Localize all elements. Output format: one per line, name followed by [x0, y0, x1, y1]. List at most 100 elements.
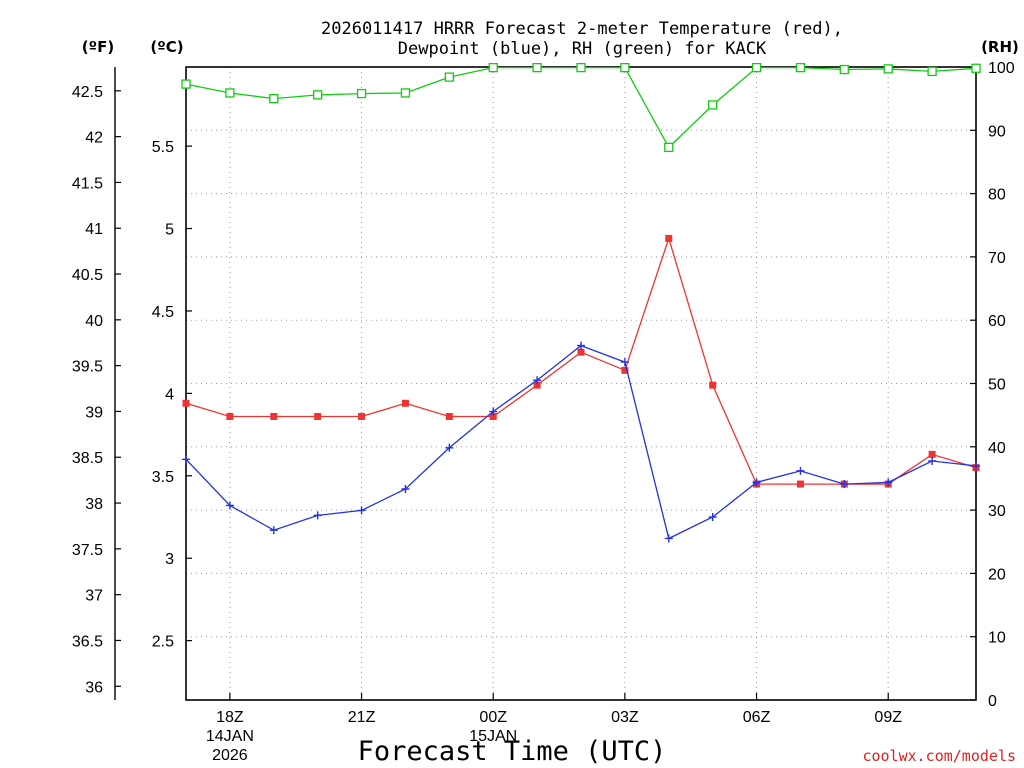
rh-point: [795, 62, 806, 73]
rh-tick-label: 40: [988, 440, 1006, 457]
chart-title-line1: 2026011417 HRRR Forecast 2-meter Tempera…: [321, 19, 843, 39]
fahrenheit-tick-label: 42.5: [72, 84, 103, 101]
rh-tick-label: 10: [988, 630, 1006, 647]
x-axis-ticks: 18Z 14JAN 2026 21Z 00Z 15JAN 03Z 06Z 09Z: [206, 709, 902, 764]
rh-point: [225, 88, 235, 98]
rh-tick-label: 70: [988, 250, 1006, 267]
x-tick-label: 14JAN: [206, 728, 254, 745]
dewpoint-point: [313, 511, 322, 520]
rh-point: [400, 88, 411, 98]
rh-tick-label: 90: [988, 123, 1006, 140]
temperature-point: [445, 412, 453, 420]
dewpoint-line: [185, 344, 977, 540]
dewpoint-point: [796, 466, 805, 475]
rh-point: [313, 90, 323, 100]
fahrenheit-tick-label: 38: [85, 496, 103, 513]
x-tick-label: 06Z: [743, 709, 771, 726]
rh-point: [620, 62, 630, 73]
celsius-tick-label: 4.5: [152, 304, 174, 321]
fahrenheit-tick-label: 39: [85, 404, 103, 421]
fahrenheit-tick-label: 38.5: [72, 450, 103, 467]
dewpoint-point: [357, 506, 366, 515]
fahrenheit-tick-label: 37: [85, 588, 103, 605]
rh-point: [751, 62, 762, 73]
rh-tick-label: 20: [988, 566, 1006, 583]
temperature-point: [314, 412, 322, 420]
rh-point: [488, 62, 498, 73]
fahrenheit-tick-label: 41: [85, 221, 103, 238]
dewpoint-point: [401, 485, 410, 493]
credit-text: coolwx.com/models: [862, 747, 1016, 765]
rh-point: [269, 94, 279, 104]
dewpoint-point: [182, 455, 190, 464]
temperature-point: [665, 234, 673, 242]
dewpoint-point: [840, 480, 849, 489]
rh-tick-label: 30: [988, 503, 1006, 520]
dewpoint-point: [664, 534, 673, 543]
celsius-tick-label: 3.5: [152, 469, 174, 486]
rh-unit-label: (RH): [981, 38, 1019, 56]
dewpoint-point: [928, 456, 937, 465]
rh-tick-label: 80: [988, 187, 1006, 204]
dewpoint-point: [489, 407, 498, 416]
rh-point: [532, 62, 542, 73]
x-axis-label: Forecast Time (UTC): [358, 736, 667, 767]
dewpoint-point: [972, 461, 980, 470]
dewpoint-point: [620, 358, 629, 367]
temperature-point: [928, 450, 936, 458]
fahrenheit-tick-label: 40.5: [72, 267, 103, 284]
gridlines: [186, 67, 976, 700]
fahrenheit-tick-label: 36: [85, 679, 103, 696]
x-tick-label: 00Z: [479, 709, 507, 726]
celsius-tick-label: 3: [165, 551, 174, 568]
celsius-tick-label: 5: [165, 222, 174, 239]
dewpoint-point: [269, 526, 278, 535]
rh-point: [708, 100, 718, 110]
dewpoint-point: [708, 513, 717, 522]
x-tick-label: 15JAN: [469, 728, 517, 745]
rh-point: [444, 72, 454, 82]
rh-point: [839, 64, 849, 75]
rh-point: [971, 63, 981, 73]
temperature-point: [401, 399, 409, 407]
dewpoint-point: [577, 341, 585, 350]
temperature-point: [182, 399, 190, 407]
dewpoint-point: [884, 478, 893, 487]
celsius-tick-label: 5.5: [152, 139, 174, 156]
fahrenheit-tick-label: 36.5: [72, 633, 103, 650]
dewpoint-point: [225, 501, 234, 510]
fahrenheit-tick-label: 40: [85, 313, 103, 330]
temperature-point: [358, 412, 366, 420]
rh-tick-label: 100: [988, 60, 1015, 77]
rh-point: [576, 62, 586, 73]
fahrenheit-tick-label: 37.5: [72, 542, 103, 559]
temperature-point: [577, 348, 585, 356]
rh-point: [181, 79, 191, 89]
temperature-point: [489, 412, 497, 420]
celsius-unit-label: (ºC): [150, 38, 183, 56]
x-tick-label: 09Z: [874, 709, 902, 726]
data-series: [181, 62, 981, 543]
dewpoint-point: [533, 376, 542, 385]
temperature-point: [226, 412, 234, 420]
temperature-point: [270, 412, 278, 420]
dewpoint-point: [445, 443, 454, 452]
rh-tick-label: 0: [988, 693, 997, 710]
x-tick-label: 18Z: [216, 709, 244, 726]
x-tick-label: 2026: [212, 747, 248, 764]
fahrenheit-tick-label: 42: [85, 130, 103, 147]
fahrenheit-tick-label: 39.5: [72, 359, 103, 376]
temperature-point: [533, 381, 541, 389]
rh-point: [883, 64, 893, 74]
rh-tick-label: 60: [988, 313, 1006, 330]
temperature-point: [709, 381, 717, 389]
rh-point: [664, 142, 674, 153]
fahrenheit-tick-label: 41.5: [72, 175, 103, 192]
rh-point: [927, 66, 937, 77]
chart-title-line2: Dewpoint (blue), RH (green) for KACK: [398, 39, 767, 59]
rh-tick-label: 50: [988, 377, 1006, 394]
dewpoint-point: [752, 478, 761, 487]
celsius-tick-label: 2.5: [152, 634, 174, 651]
temperature-point: [796, 480, 804, 488]
